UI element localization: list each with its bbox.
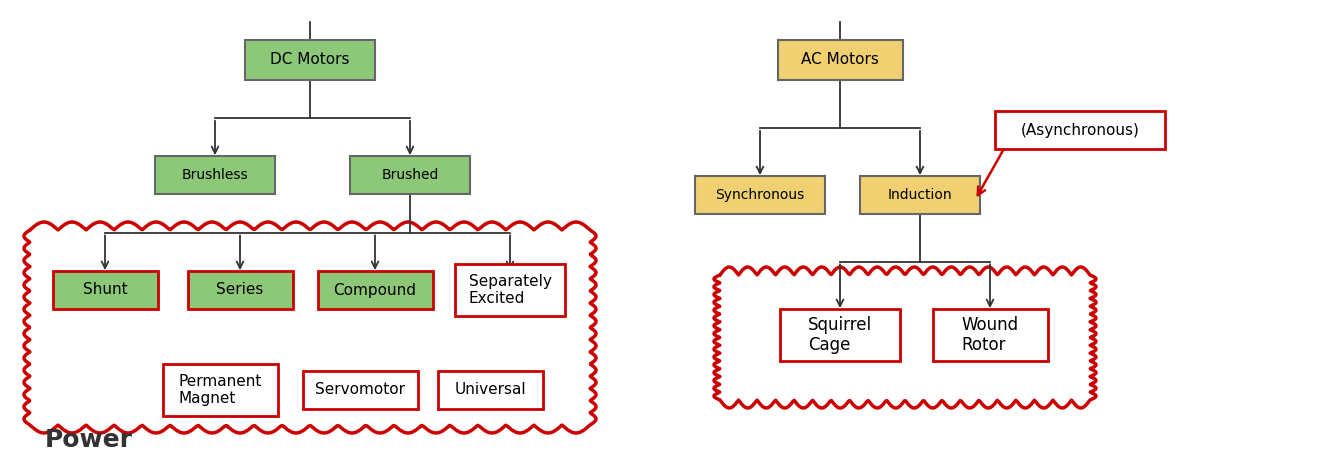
Text: (Asynchronous): (Asynchronous): [1021, 123, 1140, 137]
Text: Universal: Universal: [454, 382, 526, 397]
FancyBboxPatch shape: [933, 309, 1047, 361]
Text: Compound: Compound: [334, 283, 417, 297]
Text: Synchronous: Synchronous: [715, 188, 804, 202]
FancyBboxPatch shape: [52, 271, 158, 309]
Text: Squirrel
Cage: Squirrel Cage: [808, 316, 872, 354]
Text: Separately
Excited: Separately Excited: [469, 274, 552, 306]
FancyBboxPatch shape: [244, 40, 375, 80]
Text: Permanent
Magnet: Permanent Magnet: [178, 374, 262, 406]
FancyBboxPatch shape: [456, 264, 565, 316]
FancyBboxPatch shape: [778, 40, 903, 80]
FancyBboxPatch shape: [695, 176, 826, 214]
Text: AC Motors: AC Motors: [802, 52, 879, 67]
Text: Servomotor: Servomotor: [315, 382, 405, 397]
FancyBboxPatch shape: [860, 176, 981, 214]
Text: Brushed: Brushed: [381, 168, 438, 182]
Text: Series: Series: [216, 283, 263, 297]
FancyBboxPatch shape: [995, 111, 1165, 149]
FancyBboxPatch shape: [350, 156, 470, 194]
Text: DC Motors: DC Motors: [270, 52, 350, 67]
FancyBboxPatch shape: [163, 364, 278, 416]
FancyBboxPatch shape: [437, 371, 542, 409]
Text: Shunt: Shunt: [83, 283, 127, 297]
FancyBboxPatch shape: [318, 271, 433, 309]
FancyBboxPatch shape: [780, 309, 900, 361]
Text: Induction: Induction: [887, 188, 953, 202]
FancyBboxPatch shape: [155, 156, 275, 194]
Text: Brushless: Brushless: [182, 168, 248, 182]
Text: Wound
Rotor: Wound Rotor: [962, 316, 1018, 354]
FancyBboxPatch shape: [187, 271, 293, 309]
Text: Power: Power: [45, 428, 134, 452]
FancyBboxPatch shape: [302, 371, 417, 409]
